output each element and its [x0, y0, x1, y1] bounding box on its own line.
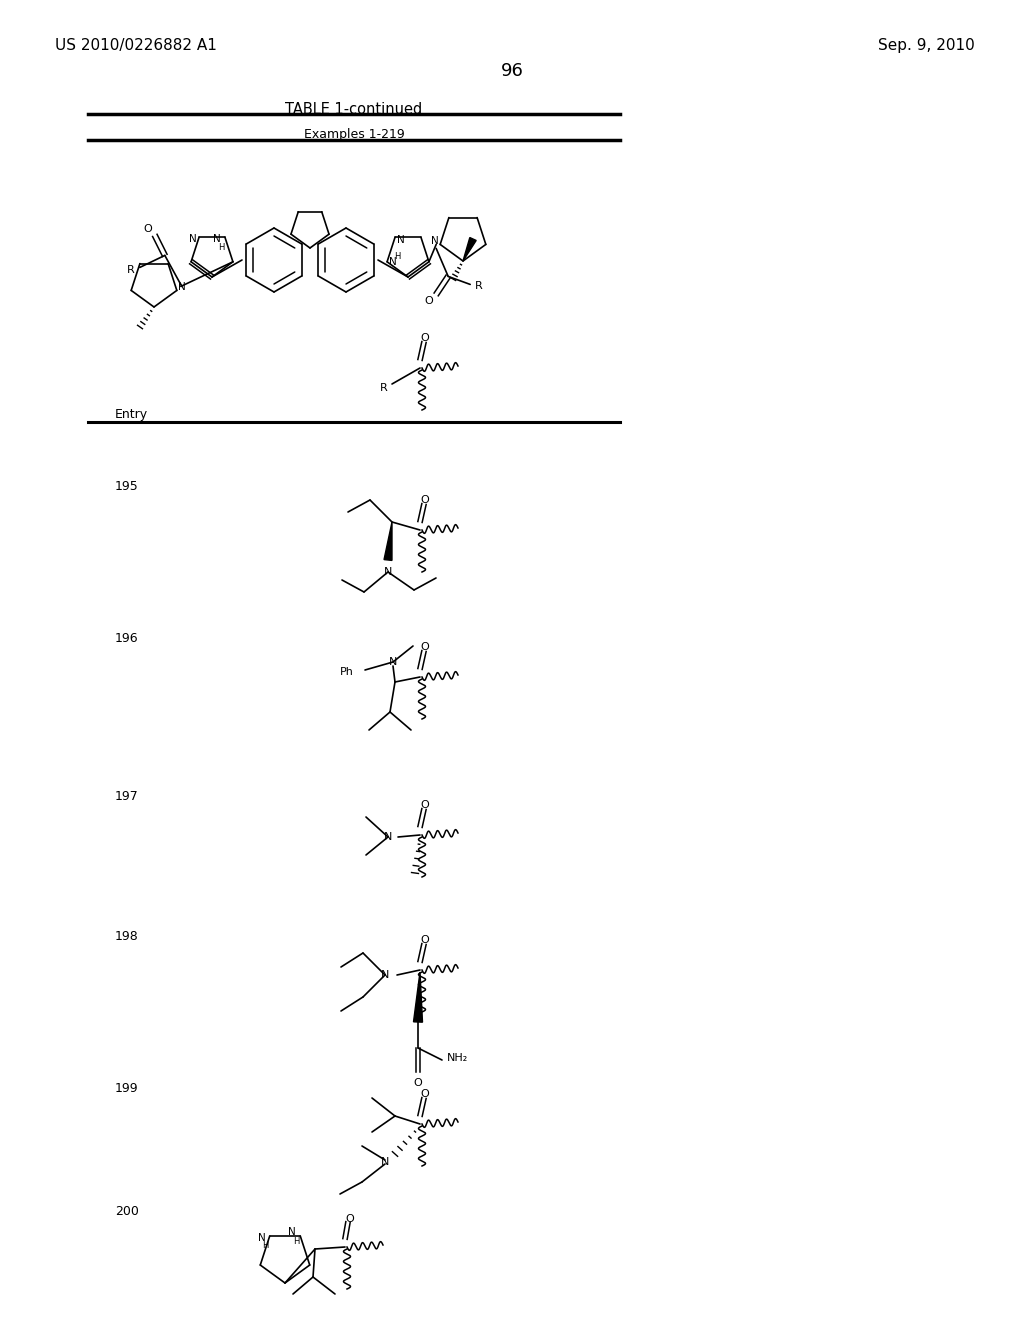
Text: H: H: [293, 1237, 299, 1246]
Text: N: N: [389, 257, 397, 267]
Text: N: N: [289, 1228, 296, 1237]
Text: O: O: [425, 297, 433, 306]
Text: R: R: [380, 383, 388, 393]
Text: 196: 196: [115, 632, 138, 645]
Text: 199: 199: [115, 1082, 138, 1096]
Text: H: H: [262, 1242, 269, 1250]
Text: Ph: Ph: [340, 667, 354, 677]
Text: N: N: [189, 234, 197, 244]
Text: N: N: [431, 236, 439, 247]
Text: O: O: [346, 1214, 354, 1224]
Text: H: H: [394, 252, 400, 261]
Text: N: N: [389, 657, 397, 667]
Text: NH₂: NH₂: [447, 1053, 469, 1063]
Text: 96: 96: [501, 62, 523, 81]
Polygon shape: [463, 238, 476, 261]
Text: Sep. 9, 2010: Sep. 9, 2010: [879, 38, 975, 53]
Polygon shape: [384, 521, 392, 561]
Text: Examples 1-219: Examples 1-219: [304, 128, 404, 141]
Text: 195: 195: [115, 480, 138, 492]
Text: R: R: [475, 281, 483, 292]
Text: O: O: [414, 1078, 422, 1088]
Text: N: N: [258, 1233, 265, 1243]
Text: O: O: [421, 642, 429, 652]
Text: N: N: [178, 282, 185, 293]
Text: O: O: [421, 935, 429, 945]
Text: N: N: [213, 234, 221, 244]
Text: O: O: [143, 224, 153, 235]
Text: O: O: [421, 333, 429, 343]
Text: N: N: [384, 568, 392, 577]
Text: 198: 198: [115, 931, 138, 942]
Text: N: N: [381, 970, 389, 979]
Text: O: O: [421, 800, 429, 810]
Text: US 2010/0226882 A1: US 2010/0226882 A1: [55, 38, 217, 53]
Text: N: N: [397, 235, 404, 246]
Text: R: R: [127, 265, 135, 276]
Text: N: N: [381, 1158, 389, 1167]
Text: H: H: [218, 243, 224, 252]
Polygon shape: [414, 972, 423, 1022]
Text: 197: 197: [115, 789, 138, 803]
Text: N: N: [384, 832, 392, 842]
Text: O: O: [421, 495, 429, 506]
Text: 200: 200: [115, 1205, 139, 1218]
Text: O: O: [421, 1089, 429, 1100]
Text: TABLE 1-continued: TABLE 1-continued: [286, 102, 423, 117]
Text: Entry: Entry: [115, 408, 148, 421]
